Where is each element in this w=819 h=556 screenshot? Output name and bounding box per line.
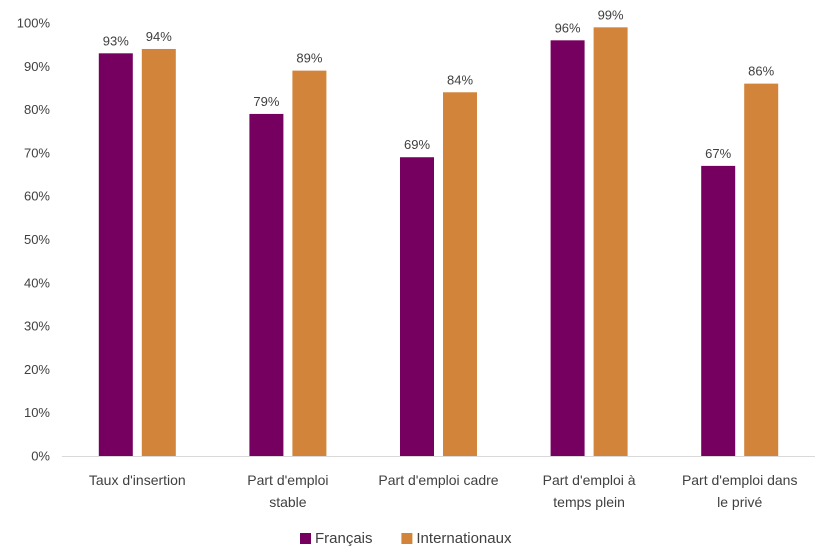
- x-category-label: stable: [269, 494, 307, 510]
- data-label: 93%: [103, 33, 129, 48]
- x-category-label: Part d'emploi cadre: [378, 472, 498, 488]
- bar-francais: [98, 53, 133, 457]
- data-label: 84%: [447, 72, 473, 87]
- y-tick-label: 80%: [24, 102, 50, 117]
- bar-internationaux: [141, 48, 176, 456]
- data-labels-group: 93% 94% 79% 89% 69% 84% 96% 99% 67% 86%: [103, 7, 775, 161]
- y-tick-label: 0%: [31, 449, 50, 464]
- y-tick-label: 40%: [24, 275, 50, 290]
- legend-swatch: [401, 533, 413, 544]
- bar-internationaux: [744, 83, 779, 457]
- x-category-label: Part d'emploi: [247, 472, 328, 488]
- x-category-label: Taux d'insertion: [89, 472, 186, 488]
- bar-francais: [249, 113, 284, 457]
- legend: Français Internationaux: [300, 530, 512, 547]
- bars-group: [98, 27, 779, 457]
- y-tick-label: 90%: [24, 59, 50, 74]
- data-label: 86%: [748, 64, 774, 79]
- y-tick-label: 70%: [24, 145, 50, 160]
- y-tick-label: 30%: [24, 319, 50, 334]
- data-label: 94%: [146, 29, 172, 44]
- bar-internationaux: [292, 70, 327, 456]
- x-category-label: Part d'emploi à: [543, 472, 636, 488]
- data-label: 89%: [296, 51, 322, 66]
- bar-francais: [400, 157, 434, 457]
- legend-label: Français: [315, 530, 373, 547]
- x-axis: Taux d'insertion Part d'emploi stable Part …: [89, 472, 798, 510]
- bar-francais: [701, 165, 736, 456]
- bar-internationaux: [443, 92, 477, 456]
- y-tick-label: 60%: [24, 189, 50, 204]
- legend-swatch: [300, 533, 311, 544]
- bar-internationaux: [593, 27, 628, 457]
- x-category-label: temps plein: [553, 494, 625, 510]
- data-label: 99%: [598, 7, 624, 22]
- y-axis: 0% 10% 20% 30% 40% 50% 60% 70% 80% 90% 100%: [17, 16, 51, 464]
- bar-francais: [550, 40, 585, 456]
- y-tick-label: 100%: [17, 16, 51, 31]
- y-tick-label: 10%: [24, 405, 50, 420]
- x-category-label: le privé: [717, 494, 762, 510]
- y-tick-label: 50%: [24, 232, 50, 247]
- legend-label: Internationaux: [416, 530, 512, 547]
- data-label: 79%: [253, 94, 279, 109]
- data-label: 67%: [705, 146, 731, 161]
- data-label: 96%: [555, 20, 581, 35]
- x-category-label: Part d'emploi dans: [682, 472, 798, 488]
- y-tick-label: 20%: [24, 362, 50, 377]
- data-label: 69%: [404, 137, 430, 152]
